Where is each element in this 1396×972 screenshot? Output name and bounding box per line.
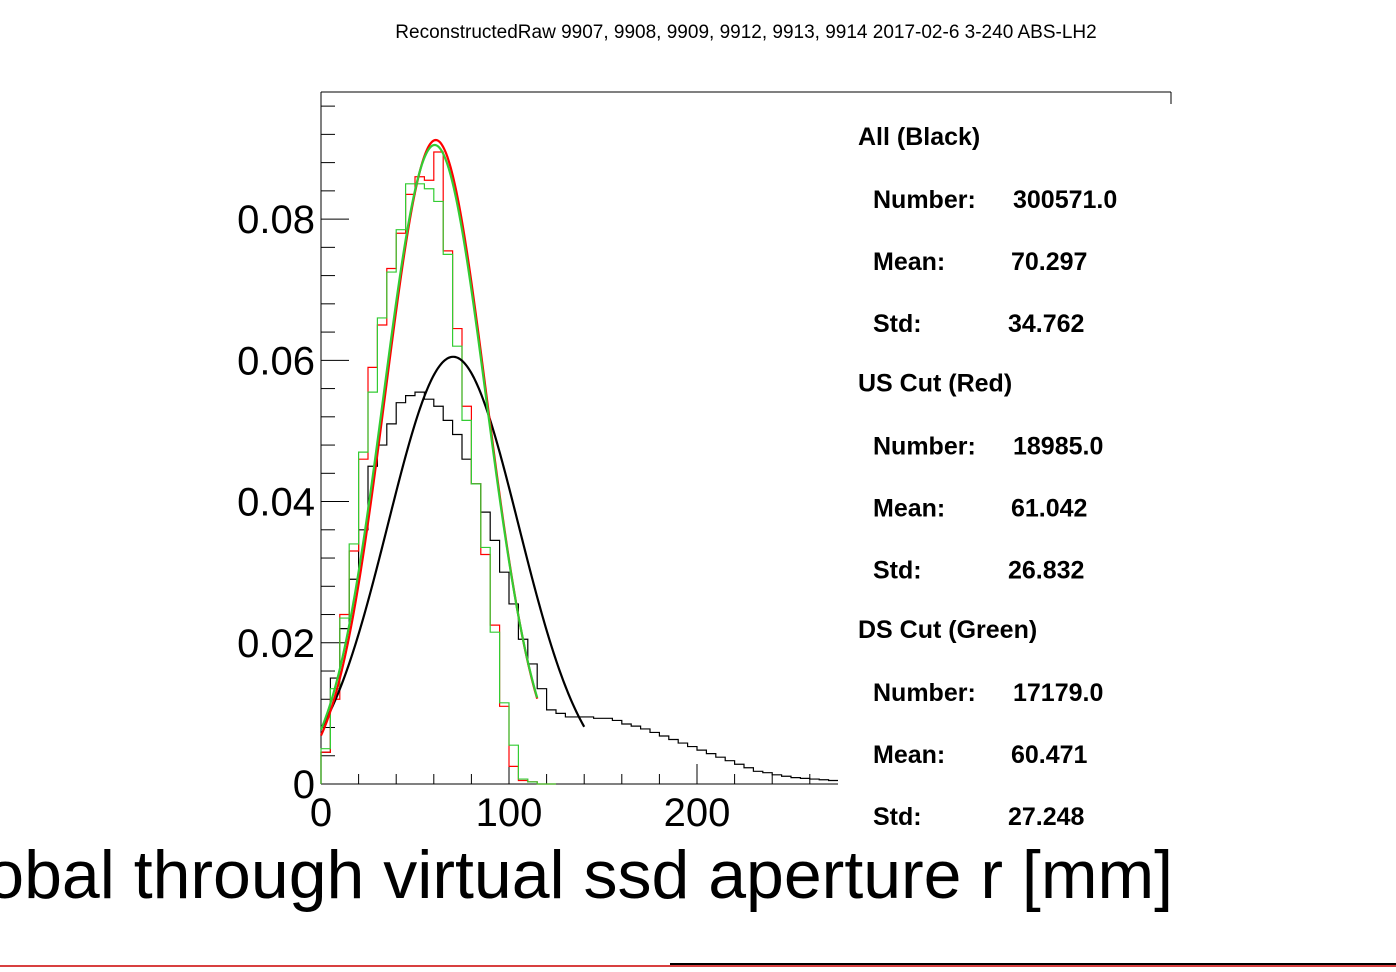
stats-panel: All (Black) Number: 300571.0 Mean: 70.297 Std… — [858, 123, 1117, 831]
x-tick-label: 200 — [664, 791, 731, 835]
stat-std-label: Std: — [873, 803, 922, 831]
stat-std-label: Std: — [873, 310, 922, 338]
x-tick-label: 0 — [310, 791, 332, 835]
stat-number-value: 17179.0 — [1013, 679, 1103, 707]
stats-group-header: DS Cut (Green) — [858, 616, 1037, 644]
y-tick-label: 0 — [293, 763, 315, 807]
gaussian-fit-curve — [319, 143, 539, 730]
stat-std-value: 26.832 — [1008, 557, 1084, 585]
y-tick-label: 0.08 — [237, 198, 315, 242]
stat-number-value: 300571.0 — [1013, 186, 1117, 214]
stats-group-header: All (Black) — [858, 123, 980, 151]
histogram-step-line — [320, 151, 556, 785]
stat-mean-value: 60.471 — [1011, 741, 1088, 769]
gaussian-fit-curves — [319, 138, 586, 737]
gaussian-fit-curve — [319, 138, 539, 737]
stat-std-value: 27.248 — [1008, 803, 1085, 831]
y-axis-ticks: 0 0.02 0.04 0.06 0.08 — [237, 105, 349, 807]
stats-group-header: US Cut (Red) — [858, 370, 1012, 398]
stat-std-label: Std: — [873, 557, 922, 585]
histogram-step-line — [320, 183, 556, 785]
bottom-edge-lines — [0, 963, 1396, 967]
stat-number-value: 18985.0 — [1013, 433, 1103, 461]
histogram-series — [320, 151, 838, 785]
stat-mean-value: 70.297 — [1011, 248, 1087, 276]
y-tick-label: 0.04 — [237, 481, 315, 525]
stat-number-label: Number: — [873, 679, 976, 707]
stat-mean-label: Mean: — [873, 495, 945, 523]
x-tick-label: 100 — [476, 791, 543, 835]
x-axis-label: obal through virtual ssd aperture r [mm] — [0, 837, 1173, 913]
x-axis-ticks: 0 100 200 — [310, 764, 811, 835]
y-tick-label: 0.06 — [237, 339, 315, 383]
stat-mean-label: Mean: — [873, 248, 945, 276]
chart-title: ReconstructedRaw 9907, 9908, 9909, 9912,… — [395, 22, 1096, 43]
gaussian-fit-curve — [320, 355, 586, 730]
histogram-step-line — [320, 391, 838, 784]
stat-mean-label: Mean: — [873, 741, 945, 769]
stat-mean-value: 61.042 — [1011, 495, 1087, 523]
plot-frame — [320, 91, 1172, 785]
stat-std-value: 34.762 — [1008, 310, 1084, 338]
stat-number-label: Number: — [873, 433, 976, 461]
stat-number-label: Number: — [873, 186, 976, 214]
y-tick-label: 0.02 — [237, 622, 315, 666]
